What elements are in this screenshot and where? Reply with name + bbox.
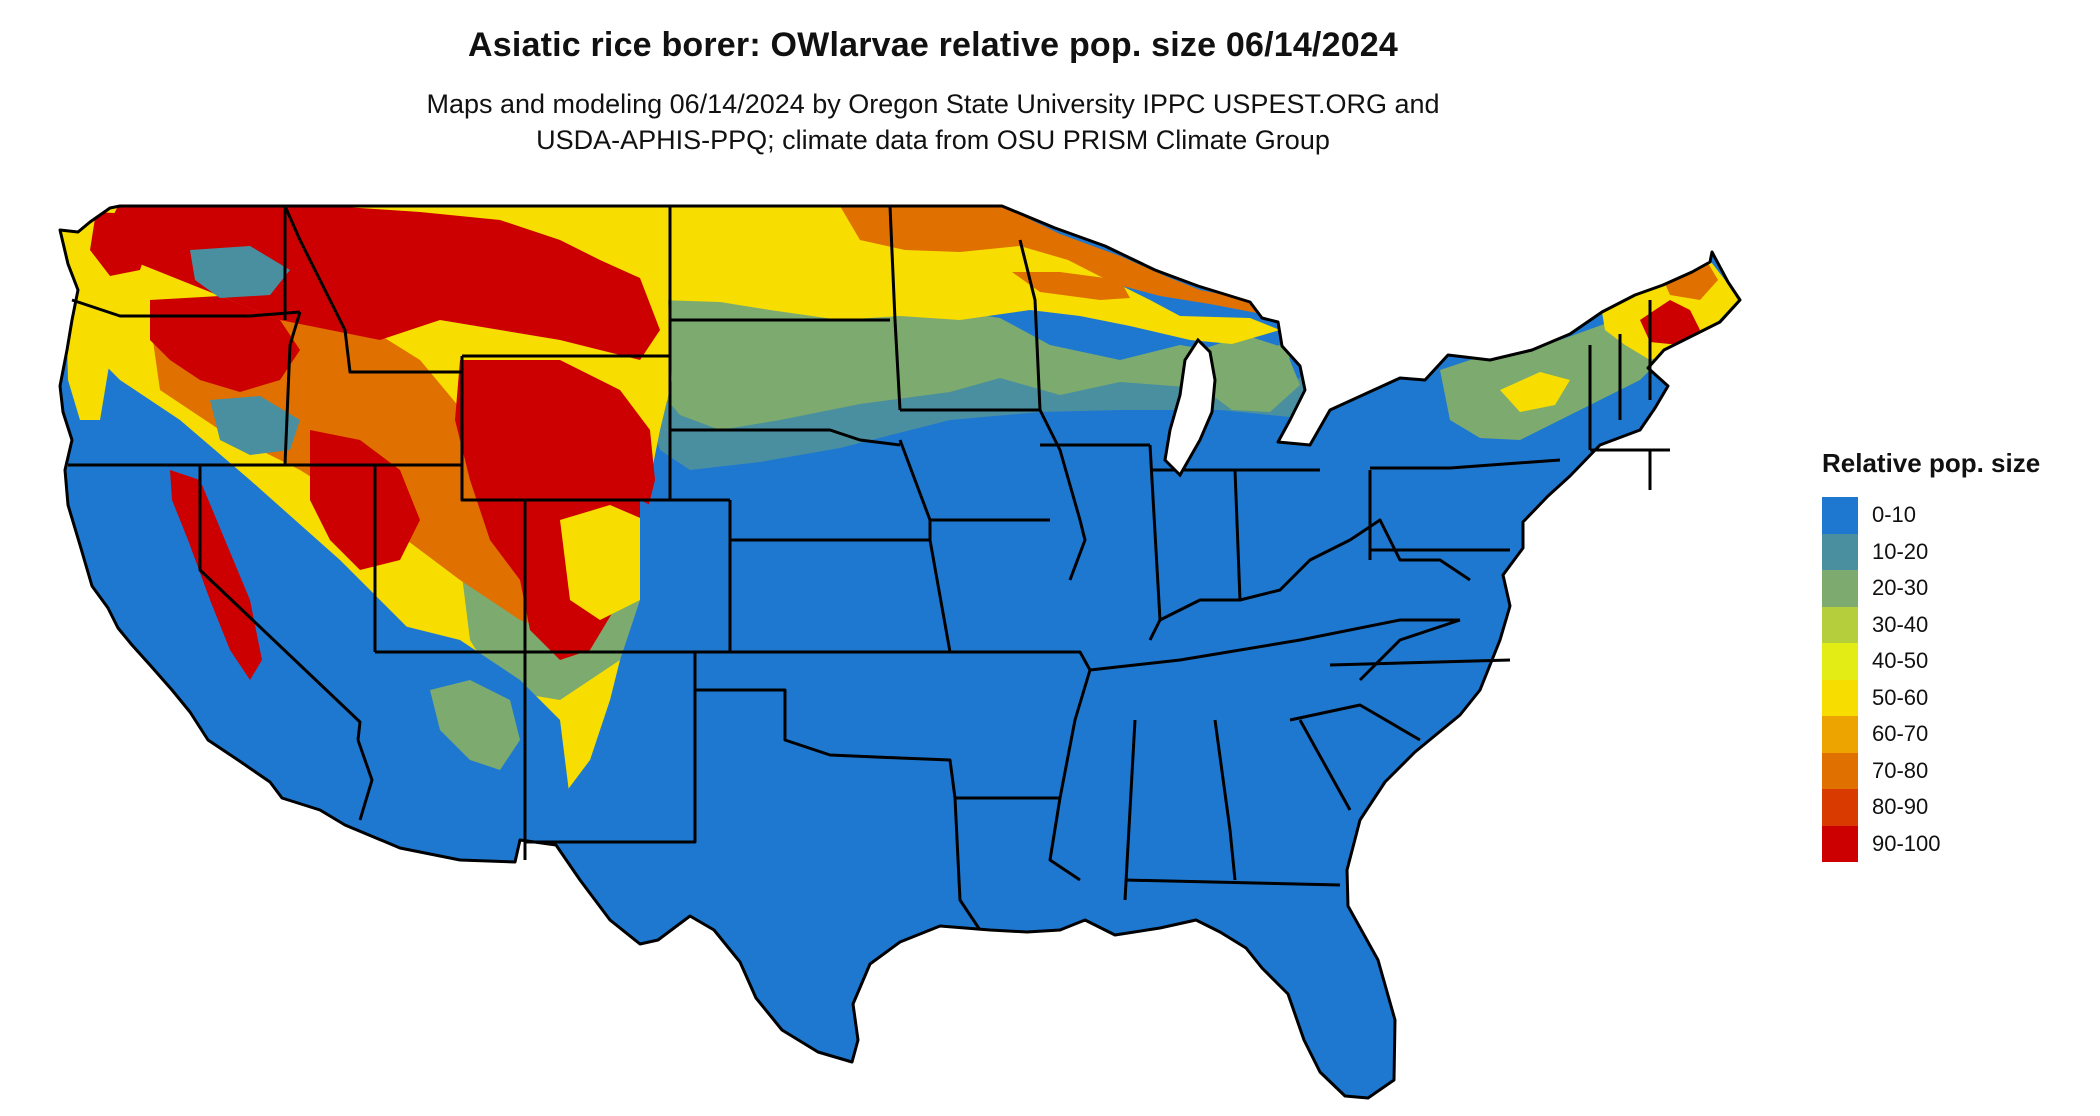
border-or-id (283, 311, 302, 466)
legend-swatch (1822, 606, 1858, 643)
legend-label: 0-10 (1872, 502, 1917, 528)
border-id-mt (283, 205, 462, 374)
border-va-nc (1329, 658, 1511, 667)
class-50-60-area (640, 206, 1280, 344)
class-0-10-area-california (66, 470, 320, 790)
border-mo-ar (950, 650, 1092, 671)
class-90-100-area-sierra (170, 470, 262, 680)
border-nc-sc (1289, 703, 1421, 742)
legend-item: 50-60 (1822, 679, 2040, 716)
class-50-60-area-ny (1500, 372, 1570, 412)
subtitle-line-1: Maps and modeling 06/14/2024 by Oregon S… (426, 89, 1440, 119)
border-az-ca (356, 739, 374, 821)
class-90-100-area-cascades (90, 212, 150, 276)
legend-label: 70-80 (1872, 757, 1929, 783)
border-wa-or (71, 298, 301, 318)
border-ia-il (1038, 409, 1087, 581)
legend-swatch (1822, 679, 1858, 716)
class-90-100-area-idaho-montana (96, 206, 660, 360)
class-20-30-area-arizona (430, 680, 520, 770)
class-90-100-area-oregon (150, 296, 300, 392)
map-title: Asiatic rice borer: OWlarvae relative po… (467, 26, 1399, 64)
class-50-60-area-oregon-coast (66, 300, 110, 420)
class-20-30-area (640, 300, 1300, 430)
border-ms-al (1123, 719, 1137, 901)
class-90-100-area-ne (1640, 300, 1700, 345)
legend-label: 40-50 (1872, 648, 1929, 674)
legend-label: 60-70 (1872, 721, 1929, 747)
state-borders (58, 204, 1742, 1100)
border-oh-ky-wv (1159, 538, 1351, 622)
border-ok-tx (693, 652, 957, 799)
border-la-tx (953, 797, 982, 931)
map-legend: Relative pop. size 0-10 10-20 20-30 30-40 40… (1822, 448, 2040, 862)
legend-item: 20-30 (1822, 570, 2040, 607)
border-ga-fl (1124, 878, 1341, 887)
legend-swatch (1822, 716, 1858, 753)
legend-swatch (1822, 570, 1858, 607)
legend-item: 70-80 (1822, 752, 2040, 789)
map-subtitle: Maps and modeling 06/14/2024 by Oregon S… (0, 86, 1866, 158)
legend-item: 0-10 (1822, 497, 2040, 534)
legend-rows: 0-10 10-20 20-30 30-40 40-50 50-60 60-70 70-80 8… (1822, 497, 2040, 862)
border-sc-ga (1298, 719, 1352, 811)
legend-item: 10-20 (1822, 533, 2040, 570)
border-dakotas-mn (888, 205, 902, 411)
class-20-30-area-michigan (1200, 335, 1300, 412)
legend-swatch (1822, 643, 1858, 680)
border-sd-ne (670, 428, 901, 447)
class-0-10-area-plains-west (640, 500, 700, 760)
us-outline (58, 204, 1742, 1100)
population-raster (60, 206, 1740, 1098)
border-mn-wi (1018, 239, 1042, 411)
border-al-ga (1213, 719, 1237, 881)
border-pa-ny (1370, 458, 1561, 470)
class-50-60-area-colorado (560, 505, 660, 620)
lake-michigan (1163, 337, 1217, 478)
legend-title: Relative pop. size (1822, 448, 2041, 478)
legend-swatch (1822, 752, 1858, 789)
legend-swatch (1822, 825, 1858, 862)
legend-item: 90-100 (1822, 825, 2040, 862)
border-tn-nc (1358, 618, 1461, 682)
legend-item: 40-50 (1822, 643, 2040, 680)
class-70-80-area (840, 206, 1262, 314)
legend-item: 80-90 (1822, 789, 2040, 826)
legend-label: 80-90 (1872, 794, 1929, 820)
legend-label: 30-40 (1872, 611, 1929, 637)
legend-label: 90-100 (1872, 830, 1941, 856)
subtitle-line-2: USDA-APHIS-PPQ; climate data from OSU PR… (536, 125, 1330, 155)
legend-swatch (1822, 789, 1858, 826)
class-70-80-area-wi (1012, 272, 1130, 300)
border-nm-tx (525, 652, 697, 844)
legend-swatch (1822, 497, 1858, 534)
legend-label: 50-60 (1872, 684, 1929, 710)
legend-item: 30-40 (1822, 606, 2040, 643)
border-nv-ca (198, 465, 362, 741)
border-ne-ia-mo (898, 439, 952, 653)
legend-swatch (1822, 533, 1858, 570)
class-10-20-area-wa (190, 246, 290, 298)
border-in-oh (1233, 469, 1242, 601)
border-ar-ms (1048, 669, 1092, 882)
legend-label: 10-20 (1872, 538, 1929, 564)
legend-label: 20-30 (1872, 575, 1929, 601)
class-10-20-area-basin (210, 396, 300, 455)
border-ky-tn (1089, 618, 1460, 672)
legend-item: 60-70 (1822, 716, 2040, 753)
